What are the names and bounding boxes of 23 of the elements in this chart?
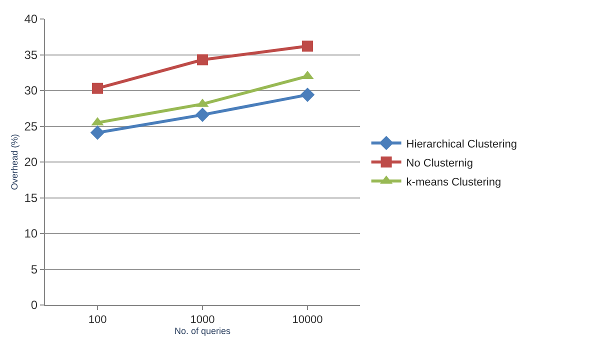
x-tick-label: 100 — [88, 314, 107, 326]
y-tick-label: 30 — [24, 84, 38, 98]
x-tick-label: 10000 — [292, 314, 323, 326]
point — [195, 108, 210, 122]
x-tick-label: 1000 — [190, 314, 215, 326]
y-tick-label: 5 — [30, 262, 38, 276]
legend-label: No Clusternig — [406, 157, 473, 170]
y-tick-label: 15 — [24, 190, 38, 205]
y-tick-label: 35 — [24, 48, 38, 62]
point — [302, 40, 313, 52]
x-axis-title: No. of queries — [174, 326, 232, 336]
y-tick-label: 0 — [30, 298, 38, 312]
y-tick-label: 40 — [24, 12, 38, 26]
y-tick-label: 10 — [24, 226, 38, 241]
legend-label: k-means Clustering — [406, 176, 502, 188]
y-tick-label: 20 — [24, 155, 38, 170]
point — [197, 54, 208, 66]
y-tick-label: 25 — [24, 119, 38, 134]
y-axis-title: Overhead (%) — [10, 134, 20, 190]
point — [90, 126, 105, 140]
point — [300, 88, 315, 102]
legend-label: Hierarchical Clustering — [406, 138, 517, 150]
point — [92, 82, 103, 94]
